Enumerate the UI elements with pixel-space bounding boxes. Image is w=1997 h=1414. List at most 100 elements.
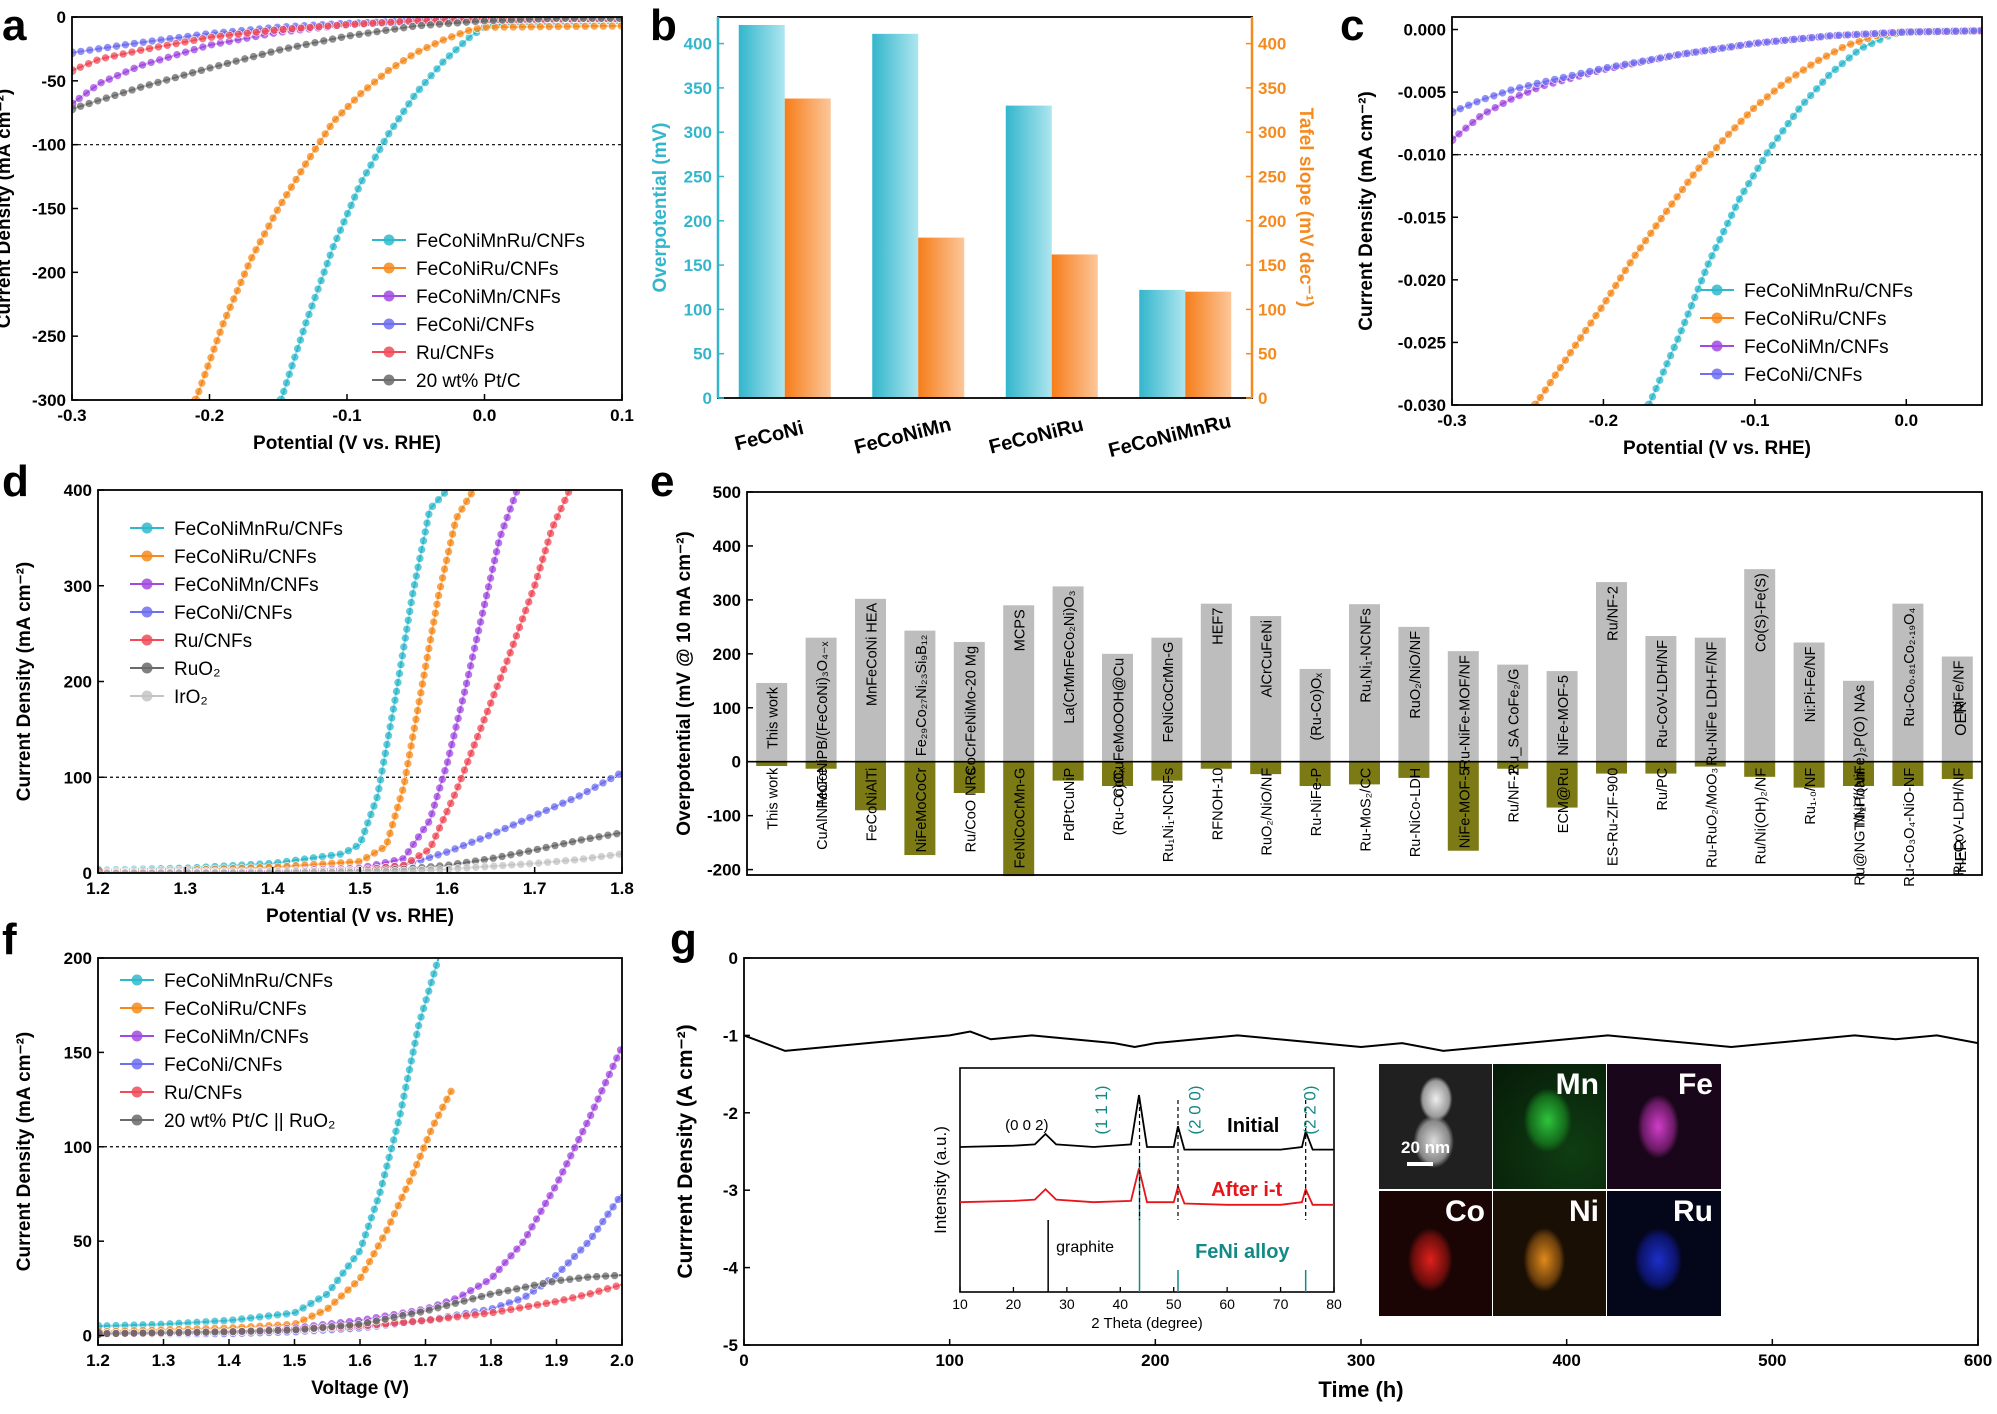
series-point bbox=[1870, 29, 1880, 38]
y-tick-label: 0 bbox=[732, 753, 741, 772]
series-point bbox=[577, 835, 586, 845]
series-point bbox=[1648, 392, 1657, 402]
series-point bbox=[1489, 91, 1499, 101]
series-point bbox=[119, 88, 128, 97]
series-point bbox=[590, 782, 600, 792]
series-point bbox=[113, 71, 122, 80]
series-point bbox=[316, 276, 326, 285]
series-point bbox=[380, 1170, 389, 1180]
series-point bbox=[388, 820, 397, 829]
series-point bbox=[205, 63, 215, 73]
series-point bbox=[435, 1314, 444, 1324]
series-point bbox=[382, 1161, 392, 1171]
series-point bbox=[138, 37, 148, 47]
y-tick-label: -1 bbox=[723, 1026, 738, 1045]
x-tick-label: -0.3 bbox=[1437, 411, 1466, 430]
legend-label-feconimn-cnfs: FeCoNiMn/CNFs bbox=[164, 1027, 309, 1048]
series-point bbox=[506, 850, 516, 860]
series-point bbox=[603, 830, 613, 840]
series-point bbox=[541, 843, 551, 852]
y-tick-label: 150 bbox=[684, 256, 712, 275]
series-point bbox=[251, 27, 261, 37]
series-point bbox=[455, 705, 465, 714]
y2-axis-label: Tafel slope (mV dec⁻¹) bbox=[1295, 108, 1316, 308]
series-point bbox=[378, 1179, 387, 1188]
series-point bbox=[328, 34, 337, 44]
x-tick-label: -0.2 bbox=[1589, 411, 1618, 430]
series-point bbox=[129, 64, 139, 73]
series-point bbox=[427, 809, 437, 819]
series-point bbox=[412, 1160, 422, 1169]
series-point bbox=[458, 39, 467, 48]
series-point bbox=[275, 45, 285, 55]
oer-label-nife-mof-5: NiFe-MOF-5 bbox=[1556, 675, 1572, 756]
series-point bbox=[543, 537, 553, 547]
series-point bbox=[320, 129, 330, 139]
x-axis-label: Potential (V vs. RHE) bbox=[253, 433, 441, 454]
series-point bbox=[469, 740, 479, 750]
series-point bbox=[413, 706, 422, 715]
series-point bbox=[354, 1247, 364, 1256]
y-tick-label: 200 bbox=[64, 673, 92, 692]
series-point bbox=[381, 26, 391, 35]
series-point bbox=[198, 42, 208, 52]
series-point bbox=[497, 1306, 507, 1316]
bar-her-ru-ni-oh-nf bbox=[1744, 761, 1776, 777]
series-point bbox=[588, 853, 597, 863]
oer-label-ni-p-nife-p-o-nas: Ni₂P/(NiFe)₂P(O) NAs bbox=[1853, 685, 1869, 826]
y-axis-label: Current Density (mA cm⁻²) bbox=[14, 562, 35, 801]
series-point bbox=[309, 1323, 319, 1333]
panel-label-e: e bbox=[650, 457, 675, 506]
series-point bbox=[418, 679, 427, 689]
oer-label-ru-nf-2: Ru/NF-2 bbox=[1606, 586, 1622, 641]
series-point bbox=[1799, 65, 1808, 75]
series-point bbox=[502, 513, 512, 522]
legend-label-feconiru-cnfs: FeCoNiRu/CNFs bbox=[164, 999, 307, 1020]
series-point bbox=[260, 26, 270, 36]
series-point bbox=[319, 36, 329, 46]
series-point bbox=[282, 1309, 291, 1319]
series-point bbox=[1682, 49, 1692, 58]
series-point bbox=[287, 361, 297, 371]
series-point bbox=[417, 1316, 426, 1326]
series-point bbox=[1749, 104, 1758, 113]
series-point bbox=[557, 1265, 567, 1274]
series-point bbox=[500, 824, 510, 833]
series-point bbox=[598, 1217, 608, 1226]
series-point bbox=[544, 22, 554, 31]
series-point bbox=[1703, 259, 1713, 269]
her-label-ru-cov-ldh-nf: Ru-CoV-LDH/NF bbox=[1951, 768, 1967, 876]
x-tick-label: -0.1 bbox=[332, 406, 361, 425]
series-point bbox=[568, 837, 577, 847]
oer-label-ru-sa-cofe-g: Ru_SA CoFe₂/G bbox=[1507, 669, 1523, 775]
series-point bbox=[264, 1326, 274, 1335]
her-label-ru-pc: Ru/PC bbox=[1655, 768, 1671, 811]
series-point bbox=[444, 547, 453, 556]
her-label-ru-co-o: (Ru-Co)Oₓ bbox=[1112, 767, 1128, 835]
series-point bbox=[550, 1183, 559, 1193]
series-point bbox=[369, 1249, 379, 1259]
series-point bbox=[197, 378, 207, 388]
series-point bbox=[527, 589, 537, 598]
series-point bbox=[416, 688, 426, 698]
series-point bbox=[412, 1030, 422, 1039]
series-point bbox=[198, 34, 207, 43]
series-point bbox=[518, 614, 527, 624]
series-point bbox=[608, 1202, 618, 1212]
series-20-wt-pt-c-ruo bbox=[98, 1271, 622, 1339]
series-point bbox=[138, 1328, 148, 1338]
series-point bbox=[287, 182, 296, 192]
series-point bbox=[225, 30, 234, 40]
series-point bbox=[374, 1241, 383, 1251]
series-point bbox=[1831, 65, 1840, 74]
series-point bbox=[377, 71, 386, 81]
y-tick-label: -100 bbox=[32, 136, 66, 155]
series-point bbox=[305, 23, 315, 32]
series-point bbox=[260, 229, 269, 239]
bar-oer-ru-co-co-o bbox=[1892, 603, 1924, 762]
series-point bbox=[1566, 348, 1575, 358]
series-point bbox=[330, 1297, 340, 1307]
y-axis-label: Current Density (mA cm⁻²) bbox=[0, 89, 15, 328]
series-point bbox=[372, 1196, 382, 1206]
series-point bbox=[582, 787, 592, 796]
